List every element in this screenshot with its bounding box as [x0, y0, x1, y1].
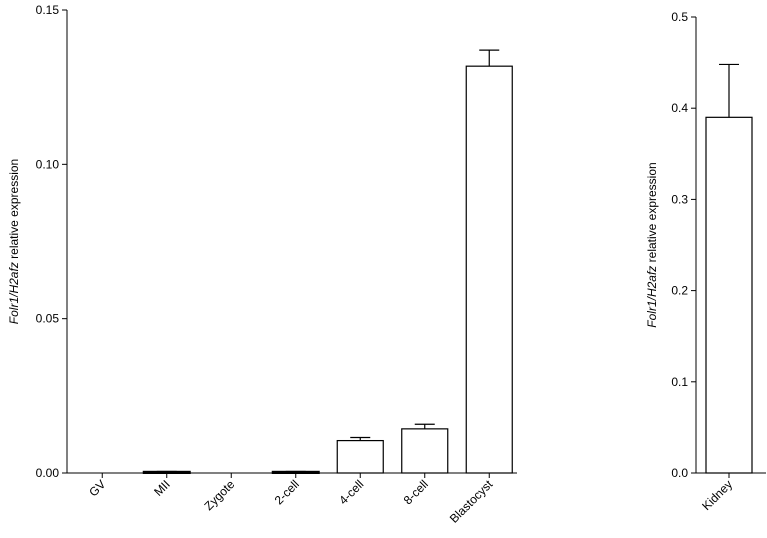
chart-panel-embryo: 0.00 0.05 0.10 0.15 Folr1/H2afz relative exp…	[7, 3, 517, 526]
bar-blastocyst	[465, 65, 513, 474]
y-tick-label: 0.1	[671, 375, 688, 389]
x-tick-label-zygote: Zygote	[202, 477, 238, 513]
x-tick-label-8-cell: 8-cell	[401, 477, 431, 507]
bar-kidney	[705, 116, 753, 474]
y-tick-label: 0.2	[671, 284, 688, 298]
y-tick-label: 0.10	[36, 157, 60, 171]
y-axis-title: Folr1/H2afz relative expression	[645, 162, 659, 327]
y-tick-label: 0.4	[671, 101, 688, 115]
y-tick-label: 0.0	[671, 466, 688, 480]
y-axis-title: Folr1/H2afz relative expression	[7, 159, 21, 324]
y-tick-label: 0.3	[671, 192, 688, 206]
x-tick-label-2-cell: 2-cell	[272, 477, 302, 507]
y-tick-label: 0.15	[36, 3, 60, 17]
y-tick-label: 0.05	[36, 312, 60, 326]
x-tick-label-kidney: Kidney	[699, 477, 735, 513]
chart-panel-kidney: 0.0 0.1 0.2 0.3 0.4 0.5 Folr1/H2afz relative e…	[645, 10, 766, 513]
x-tick-label-mii: MII	[151, 477, 173, 499]
x-tick-label-blastocyst: Blastocyst	[447, 477, 496, 526]
x-tick-label-4-cell: 4-cell	[336, 477, 366, 507]
bar-4-cell	[336, 439, 384, 474]
y-tick-label: 0.00	[36, 466, 60, 480]
x-tick-label-gv: GV	[86, 477, 108, 499]
bar-8-cell	[401, 428, 449, 474]
y-tick-label: 0.5	[671, 10, 688, 24]
